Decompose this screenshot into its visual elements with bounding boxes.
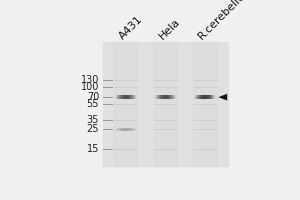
Text: 15: 15 — [87, 144, 99, 154]
Text: 100: 100 — [81, 82, 99, 92]
Text: 130: 130 — [81, 75, 99, 85]
Text: R.cerebellum: R.cerebellum — [197, 0, 256, 42]
Text: 35: 35 — [87, 115, 99, 125]
Text: Hela: Hela — [157, 17, 182, 42]
Polygon shape — [218, 94, 227, 101]
Text: 25: 25 — [87, 124, 99, 134]
Text: A431: A431 — [118, 14, 145, 42]
Text: 55: 55 — [87, 99, 99, 109]
Text: 70: 70 — [87, 92, 99, 102]
